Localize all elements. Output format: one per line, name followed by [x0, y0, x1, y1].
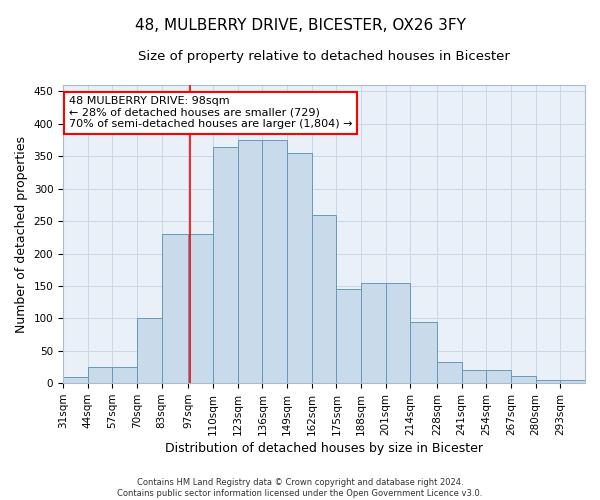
- Bar: [560, 380, 585, 383]
- Bar: [63, 376, 88, 383]
- Bar: [386, 282, 410, 383]
- Bar: [361, 282, 386, 383]
- Bar: [410, 322, 437, 383]
- Bar: [287, 153, 311, 383]
- Text: Contains HM Land Registry data © Crown copyright and database right 2024.
Contai: Contains HM Land Registry data © Crown c…: [118, 478, 482, 498]
- Bar: [585, 380, 600, 383]
- Bar: [88, 367, 112, 383]
- Title: Size of property relative to detached houses in Bicester: Size of property relative to detached ho…: [138, 50, 510, 63]
- Bar: [486, 370, 511, 383]
- Bar: [437, 362, 461, 383]
- Bar: [536, 380, 560, 383]
- Bar: [262, 140, 287, 383]
- X-axis label: Distribution of detached houses by size in Bicester: Distribution of detached houses by size …: [165, 442, 483, 455]
- Bar: [137, 318, 162, 383]
- Bar: [238, 140, 262, 383]
- Bar: [461, 370, 486, 383]
- Y-axis label: Number of detached properties: Number of detached properties: [15, 136, 28, 332]
- Bar: [188, 234, 213, 383]
- Text: 48, MULBERRY DRIVE, BICESTER, OX26 3FY: 48, MULBERRY DRIVE, BICESTER, OX26 3FY: [134, 18, 466, 32]
- Bar: [511, 376, 536, 383]
- Bar: [162, 234, 188, 383]
- Bar: [112, 367, 137, 383]
- Bar: [213, 146, 238, 383]
- Bar: [337, 289, 361, 383]
- Text: 48 MULBERRY DRIVE: 98sqm
← 28% of detached houses are smaller (729)
70% of semi-: 48 MULBERRY DRIVE: 98sqm ← 28% of detach…: [69, 96, 352, 129]
- Bar: [311, 214, 337, 383]
